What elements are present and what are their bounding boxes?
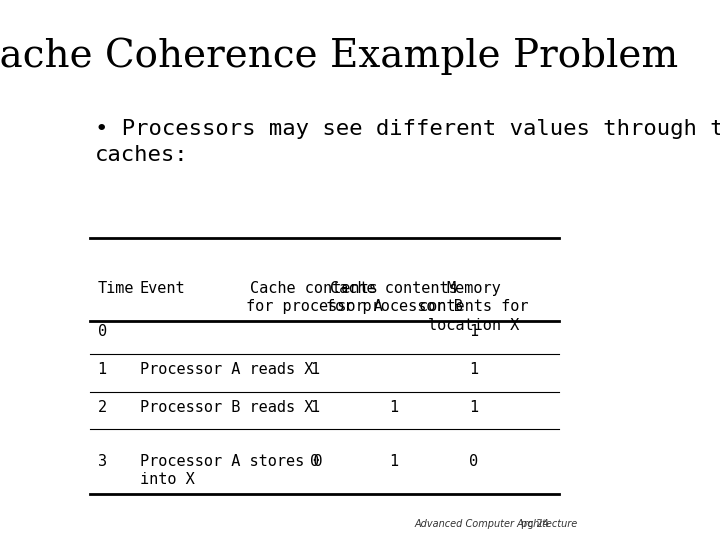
Text: 0: 0 [469,454,478,469]
Text: 0: 0 [97,324,107,339]
Text: Processor B reads X: Processor B reads X [140,400,313,415]
Text: Advanced Computer Architecture: Advanced Computer Architecture [414,519,577,529]
Text: 0: 0 [310,454,319,469]
Text: 1: 1 [469,362,478,377]
Text: 1: 1 [310,362,319,377]
Text: 1: 1 [469,400,478,415]
Text: Processor A reads X: Processor A reads X [140,362,313,377]
Text: 1: 1 [469,324,478,339]
Text: 1: 1 [390,400,399,415]
Text: pg 24: pg 24 [521,519,549,529]
Text: 3: 3 [97,454,107,469]
Text: Cache contents
for processor B: Cache contents for processor B [325,281,462,314]
Text: Processor A stores 0
into X: Processor A stores 0 into X [140,454,323,487]
Text: Cache Coherence Example Problem: Cache Coherence Example Problem [0,38,678,75]
Text: 1: 1 [390,454,399,469]
Text: Event: Event [140,281,186,296]
Text: Cache contents
for processor A: Cache contents for processor A [246,281,383,314]
Text: Memory
contents for
location X: Memory contents for location X [419,281,528,333]
Text: 1: 1 [310,400,319,415]
Text: Time: Time [97,281,134,296]
Text: 2: 2 [97,400,107,415]
Text: 1: 1 [97,362,107,377]
Text: • Processors may see different values through their
caches:: • Processors may see different values th… [95,119,720,165]
